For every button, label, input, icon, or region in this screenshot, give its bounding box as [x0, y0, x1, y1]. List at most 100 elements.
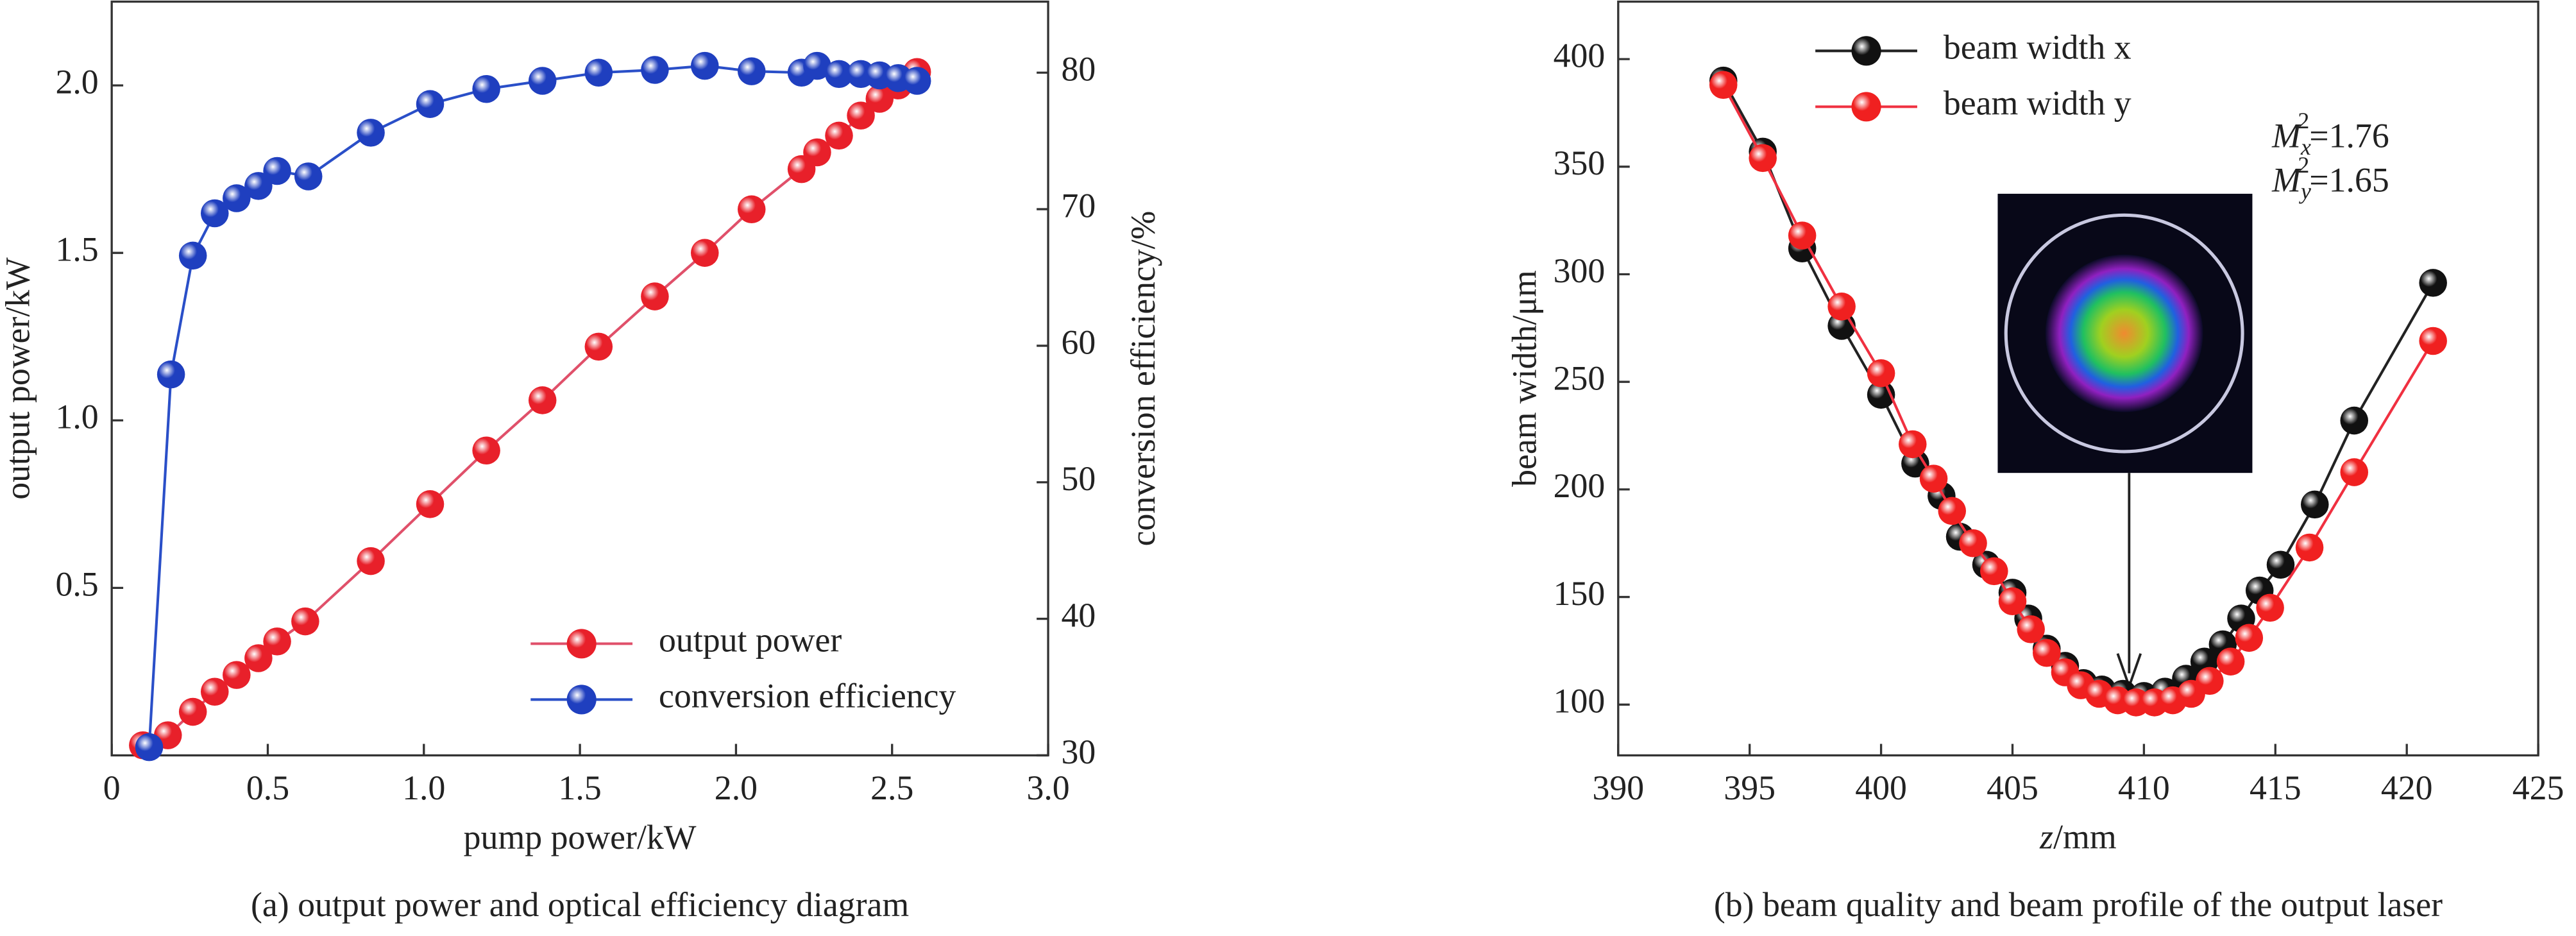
- data-point: [528, 67, 557, 95]
- x-tick-label: 415: [2250, 769, 2301, 807]
- data-point: [1709, 71, 1738, 99]
- data-point: [2033, 639, 2061, 667]
- data-point: [291, 607, 319, 636]
- x-tick-label: 0.5: [246, 769, 289, 807]
- annotation-base: M: [2271, 161, 2303, 200]
- y-tick-label: 350: [1554, 144, 1606, 182]
- annotation-sup: 2: [2298, 152, 2309, 178]
- y-axis-label: beam width/μm: [1505, 270, 1543, 487]
- y-tick-label: 2.0: [55, 62, 98, 101]
- data-point: [1899, 430, 1927, 459]
- annotation: Mx2=1.76: [2271, 108, 2389, 160]
- data-point: [135, 733, 164, 762]
- x-tick-label: 420: [2381, 769, 2433, 807]
- data-point: [1749, 144, 1777, 173]
- data-point: [1938, 497, 1967, 525]
- data-point: [641, 282, 669, 311]
- data-point: [1980, 557, 2008, 586]
- annotation-base: M: [2271, 117, 2303, 155]
- data-point: [200, 199, 229, 228]
- data-point: [803, 138, 831, 167]
- x-tick-label: 395: [1724, 769, 1775, 807]
- legend-label: output power: [659, 621, 842, 659]
- data-point: [1919, 464, 1948, 493]
- data-point: [2235, 624, 2264, 652]
- x-tick-label: 2.0: [715, 769, 758, 807]
- data-point: [2340, 406, 2369, 435]
- x-tick-label: 425: [2512, 769, 2564, 807]
- y-tick-label: 400: [1554, 36, 1606, 74]
- annotation-text: =1.76: [2309, 117, 2389, 155]
- data-point: [690, 239, 719, 267]
- y-tick-label: 0.5: [55, 565, 98, 604]
- data-point: [528, 386, 557, 414]
- x-axis-label-part: z: [2039, 818, 2053, 856]
- x-tick-label: 1.5: [559, 769, 602, 807]
- data-point: [223, 184, 251, 212]
- data-point: [263, 627, 291, 656]
- x-tick-label: 390: [1592, 769, 1644, 807]
- data-point: [178, 241, 207, 270]
- data-point: [2419, 269, 2447, 297]
- annotation-sup: 2: [2298, 108, 2309, 133]
- data-point: [737, 57, 766, 85]
- data-point: [2300, 490, 2329, 519]
- data-point: [584, 58, 613, 87]
- data-point: [357, 119, 385, 147]
- y-tick-label: 1.5: [55, 230, 98, 269]
- data-point: [2216, 647, 2245, 676]
- inset-ring: [2004, 213, 2244, 454]
- data-point: [2295, 533, 2324, 562]
- data-point: [200, 677, 229, 706]
- y-tick-label: 1.0: [55, 398, 98, 436]
- data-point: [357, 547, 385, 575]
- x-axis-label-part: /mm: [2053, 818, 2117, 856]
- annotation-text: =1.65: [2309, 161, 2389, 200]
- x-axis-label: z/mm: [2039, 818, 2117, 856]
- beam-profile-inset: [1997, 194, 2253, 690]
- data-point: [584, 332, 613, 361]
- y2-axis-label: conversion efficiency/%: [1124, 211, 1162, 547]
- data-point: [2256, 593, 2284, 622]
- annotation-sub: x: [2300, 134, 2311, 160]
- data-point: [157, 360, 185, 389]
- data-point: [825, 121, 853, 150]
- data-point: [902, 67, 931, 95]
- y2-tick-label: 80: [1062, 50, 1096, 89]
- data-point: [847, 101, 875, 130]
- data-point: [294, 162, 323, 191]
- x-tick-label: 2.5: [870, 769, 913, 807]
- data-point: [1788, 221, 1817, 250]
- legend-label: beam width x: [1944, 28, 2131, 67]
- legend-label: beam width y: [1944, 84, 2131, 123]
- data-point: [1867, 359, 1895, 387]
- data-point: [263, 157, 291, 185]
- caption: (b) beam quality and beam profile of the…: [1714, 885, 2443, 924]
- data-point: [2266, 550, 2295, 579]
- y2-tick-label: 70: [1062, 186, 1096, 225]
- data-point: [825, 60, 853, 89]
- annotation: My2=1.65: [2271, 152, 2389, 204]
- y-tick-label: 250: [1554, 359, 1606, 398]
- y-tick-label: 200: [1554, 466, 1606, 505]
- data-point: [2419, 327, 2447, 355]
- x-tick-label: 3.0: [1026, 769, 1069, 807]
- x-tick-label: 0: [103, 769, 121, 807]
- x-tick-label: 405: [1987, 769, 2038, 807]
- data-point: [472, 436, 500, 465]
- y-tick-label: 150: [1554, 574, 1606, 613]
- data-point: [690, 51, 719, 80]
- legend-marker: [566, 629, 597, 659]
- y-tick-label: 100: [1554, 682, 1606, 720]
- legend-marker: [1851, 92, 1881, 122]
- y2-tick-label: 40: [1062, 596, 1096, 634]
- data-point: [472, 75, 500, 103]
- annotation-sub: y: [2299, 178, 2311, 204]
- data-point: [416, 490, 445, 518]
- data-point: [244, 644, 273, 672]
- y-tick-label: 300: [1554, 251, 1606, 290]
- data-point: [1959, 529, 1987, 557]
- data-point: [2340, 458, 2369, 486]
- legend-label: conversion efficiency: [659, 677, 956, 715]
